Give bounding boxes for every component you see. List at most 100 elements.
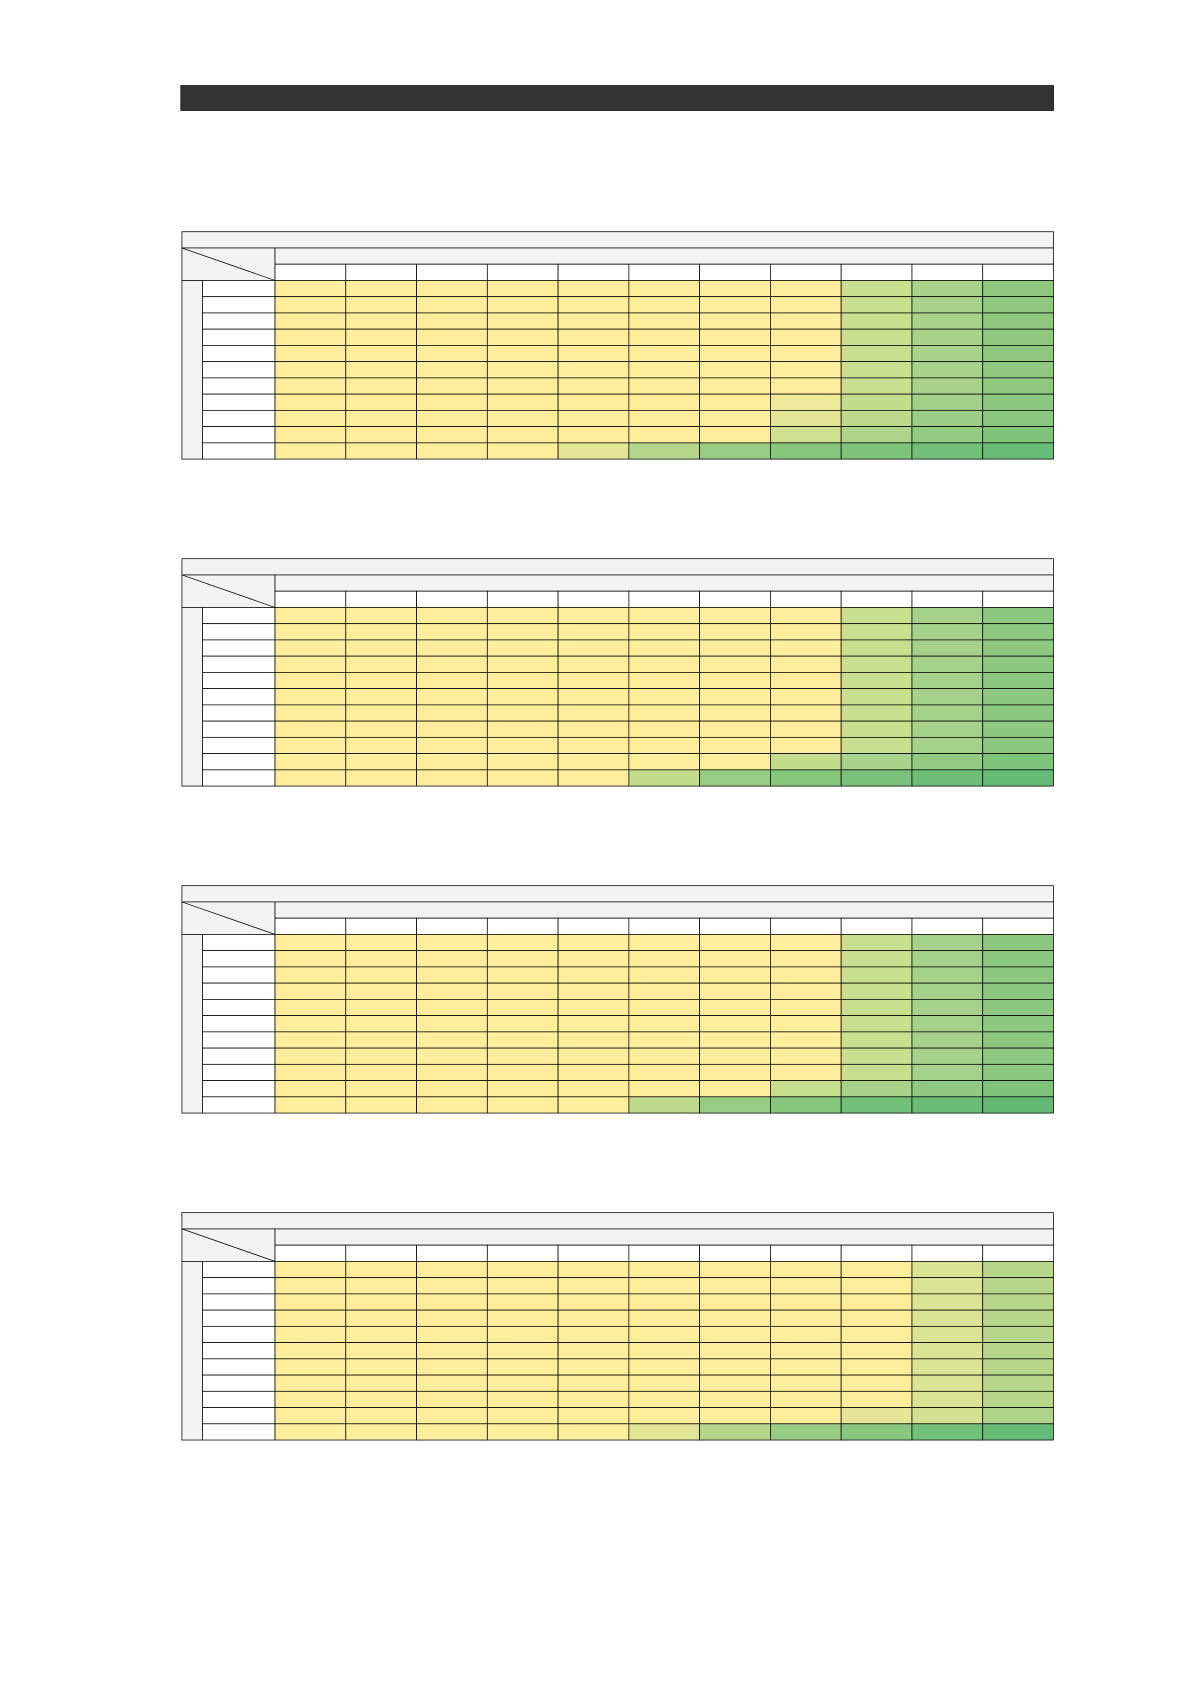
cell xyxy=(345,688,417,706)
cell xyxy=(911,393,984,411)
row-header xyxy=(202,623,276,641)
cell xyxy=(770,1047,842,1065)
cell xyxy=(911,442,984,460)
cell xyxy=(345,312,417,330)
cell xyxy=(699,1342,771,1360)
cell xyxy=(699,1080,771,1098)
cell xyxy=(628,312,701,330)
cell xyxy=(557,296,630,314)
cell xyxy=(274,623,347,641)
cell xyxy=(345,1096,417,1114)
cell xyxy=(699,409,771,427)
cell xyxy=(770,736,842,754)
cell xyxy=(911,607,984,625)
cell xyxy=(699,688,771,706)
cell xyxy=(840,1031,913,1049)
cell xyxy=(770,998,842,1016)
column-header xyxy=(557,263,630,281)
group-header xyxy=(274,1228,1054,1246)
cell xyxy=(416,688,488,706)
cell xyxy=(699,966,771,984)
cell xyxy=(628,296,701,314)
row-header xyxy=(202,1358,276,1376)
cell xyxy=(982,1407,1054,1425)
cell xyxy=(911,1096,984,1114)
cell xyxy=(557,1047,630,1065)
cell xyxy=(628,672,701,690)
cell xyxy=(982,442,1054,460)
row-header xyxy=(202,377,276,395)
cell xyxy=(486,328,559,346)
row-header xyxy=(202,361,276,379)
cell xyxy=(557,361,630,379)
cell xyxy=(345,328,417,346)
cell xyxy=(486,426,559,444)
cell xyxy=(416,442,488,460)
cell xyxy=(345,753,417,771)
row-header xyxy=(202,998,276,1016)
cell xyxy=(770,769,842,787)
cell xyxy=(628,1063,701,1081)
cell xyxy=(911,1031,984,1049)
cell xyxy=(628,280,701,298)
cell xyxy=(770,1407,842,1425)
cell xyxy=(982,639,1054,657)
cell xyxy=(911,1342,984,1360)
cell xyxy=(274,1080,347,1098)
cell xyxy=(345,1325,417,1343)
cell xyxy=(982,934,1054,952)
cell xyxy=(345,998,417,1016)
cell xyxy=(840,1407,913,1425)
cell xyxy=(557,1374,630,1392)
cell xyxy=(416,1423,488,1441)
row-header xyxy=(202,1261,276,1279)
column-header xyxy=(345,917,417,935)
cell xyxy=(840,982,913,1000)
cell xyxy=(982,1015,1054,1033)
row-header xyxy=(202,1031,276,1049)
row-header xyxy=(202,280,276,298)
cell xyxy=(274,280,347,298)
column-header xyxy=(911,590,984,608)
row-header xyxy=(202,704,276,722)
cell xyxy=(699,1309,771,1327)
cell xyxy=(770,409,842,427)
cell xyxy=(345,966,417,984)
cell xyxy=(416,393,488,411)
cell xyxy=(274,409,347,427)
cell xyxy=(274,1423,347,1441)
cell xyxy=(345,1015,417,1033)
cell xyxy=(274,1407,347,1425)
cell xyxy=(840,688,913,706)
row-header xyxy=(202,442,276,460)
cell xyxy=(770,345,842,363)
cell xyxy=(486,1063,559,1081)
cell xyxy=(699,704,771,722)
cell xyxy=(982,688,1054,706)
cell xyxy=(345,377,417,395)
cell xyxy=(770,704,842,722)
cell xyxy=(557,1309,630,1327)
cell xyxy=(982,769,1054,787)
cell xyxy=(416,982,488,1000)
cell xyxy=(557,1261,630,1279)
cell xyxy=(982,1080,1054,1098)
cell xyxy=(982,1047,1054,1065)
cell xyxy=(416,736,488,754)
cell xyxy=(274,1015,347,1033)
cell xyxy=(628,998,701,1016)
cell xyxy=(345,1080,417,1098)
cell xyxy=(982,1423,1054,1441)
cell xyxy=(416,998,488,1016)
cell xyxy=(557,409,630,427)
row-header xyxy=(202,639,276,657)
row-header xyxy=(202,1277,276,1295)
cell xyxy=(416,1031,488,1049)
cell xyxy=(628,426,701,444)
cell xyxy=(770,1325,842,1343)
cell xyxy=(416,1096,488,1114)
cell xyxy=(345,1390,417,1408)
cell xyxy=(911,982,984,1000)
cell xyxy=(274,328,347,346)
cell xyxy=(628,753,701,771)
